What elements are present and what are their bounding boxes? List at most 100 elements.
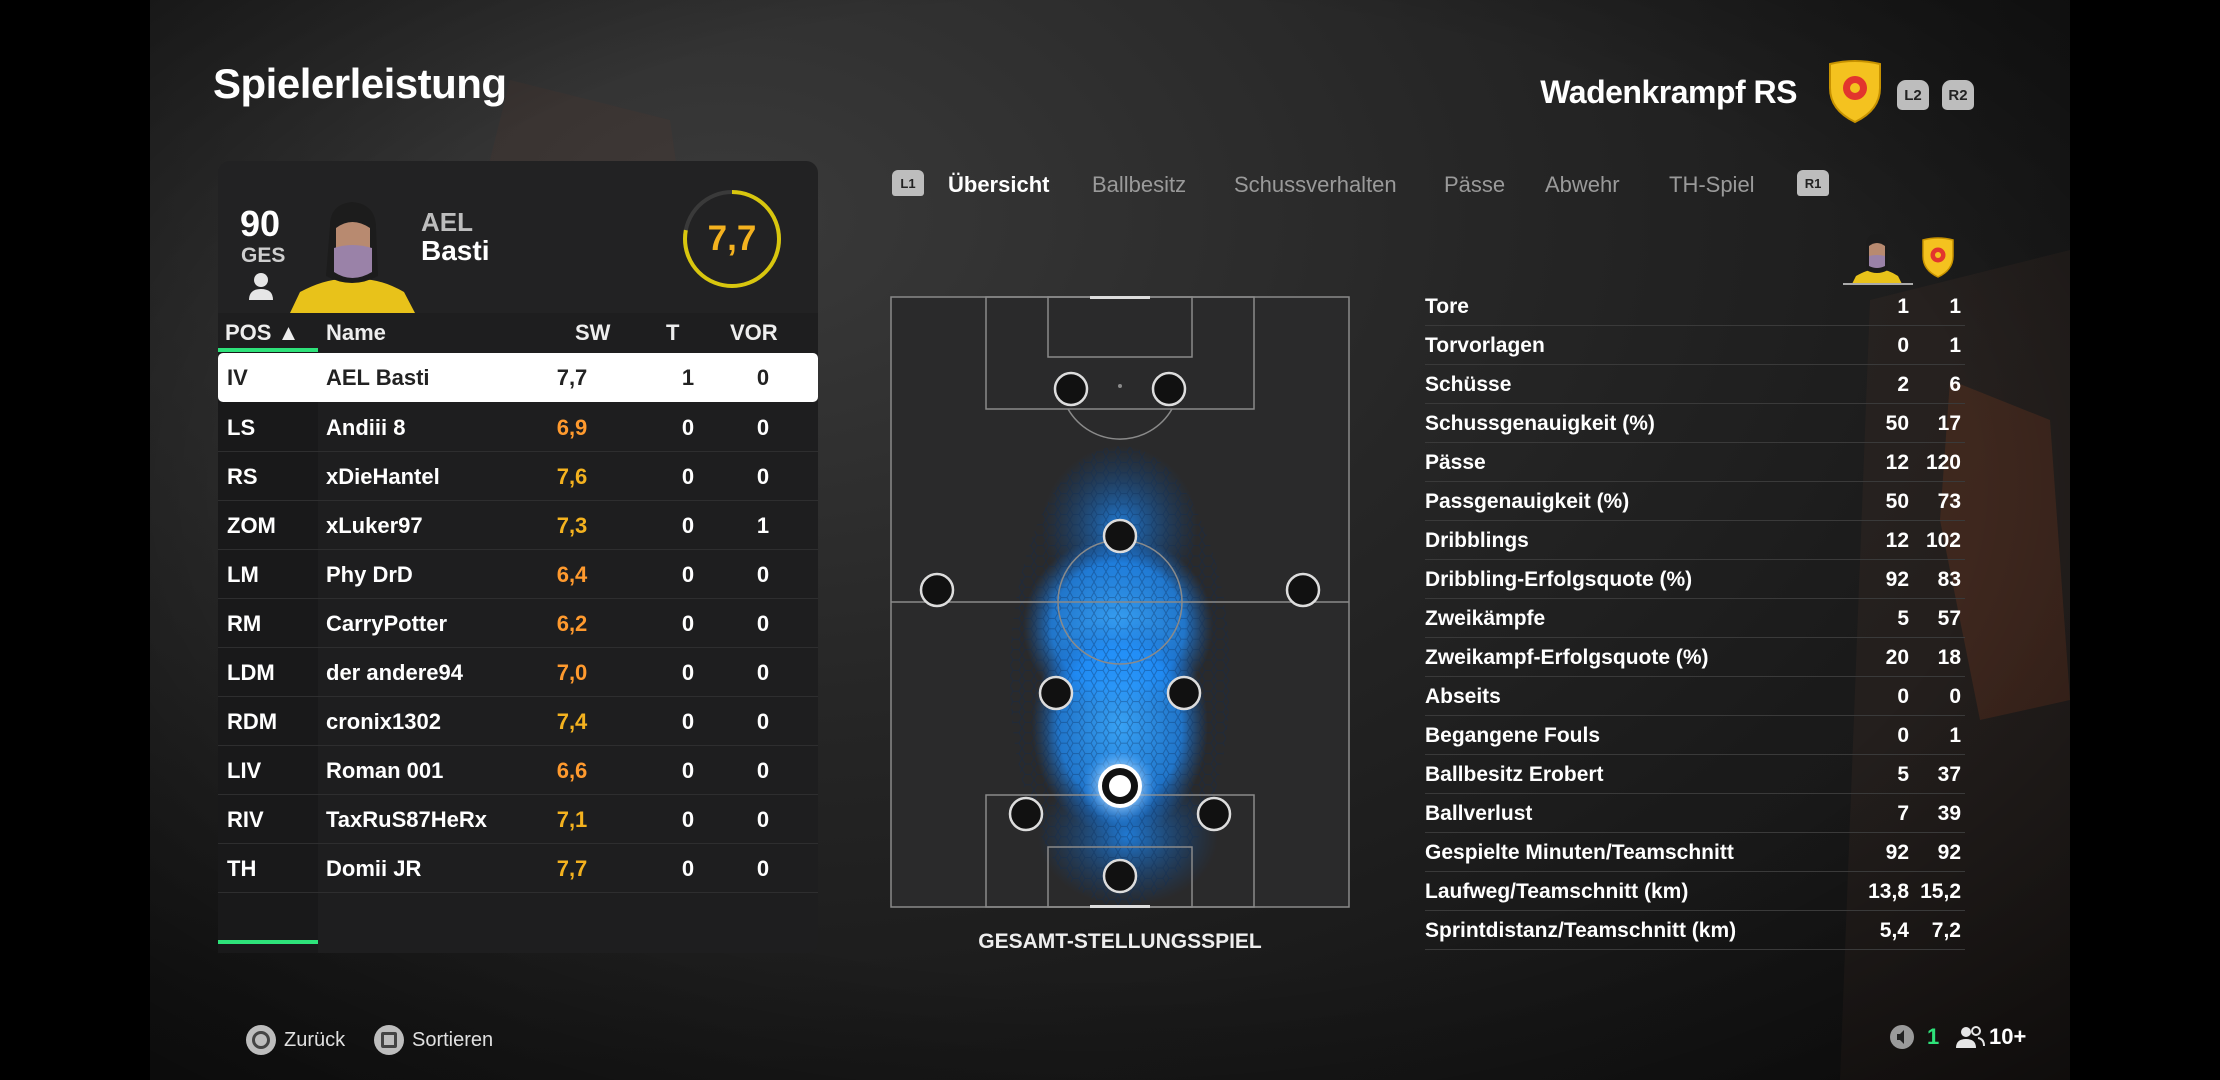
table-row[interactable]: RIV TaxRuS87HeRx 7,1 0 0 (218, 795, 818, 844)
teammate-marker (919, 572, 955, 608)
stat-player-value: 12 (1885, 529, 1909, 552)
pitch-caption: GESAMT-STELLUNGSSPIEL (978, 930, 1262, 953)
stat-team-value: 1 (1949, 334, 1961, 357)
team-crest-icon (1922, 237, 1954, 278)
stat-player-value: 92 (1885, 568, 1909, 591)
opponent-marker (1053, 371, 1089, 407)
r2-button[interactable]: R2 (1942, 80, 1974, 110)
row-pos: LM (227, 562, 259, 587)
stat-row: Tore 1 1 (1425, 287, 1965, 326)
row-vor: 0 (756, 562, 770, 587)
l2-button-label: L2 (1904, 86, 1922, 104)
header-name[interactable]: Name (326, 320, 386, 345)
stat-player-value: 2 (1897, 373, 1909, 396)
table-row[interactable]: LM Phy DrD 6,4 0 0 (218, 550, 818, 599)
row-sw: 6,4 (556, 562, 588, 587)
player-overall: 90 (240, 203, 281, 244)
sort-button[interactable]: Sortieren (374, 1025, 493, 1055)
stat-player-value: 20 (1885, 646, 1909, 669)
party-indicator: 1 (1889, 1024, 1939, 1050)
table-row[interactable]: LDM der andere94 7,0 0 0 (218, 648, 818, 697)
stat-team-value: 18 (1937, 646, 1961, 669)
row-pos: IV (227, 365, 248, 390)
tab-ballbesitz[interactable]: Ballbesitz (1092, 172, 1187, 197)
row-name: xDieHantel (326, 464, 440, 489)
back-button[interactable]: Zurück (246, 1025, 345, 1055)
table-row[interactable]: LS Andiii 8 6,9 0 0 (218, 403, 818, 452)
header-t[interactable]: T (666, 320, 680, 345)
row-vor: 0 (756, 856, 770, 881)
header-pos[interactable]: POS ▲ (225, 320, 300, 345)
club-name: Wadenkrampf RS (1540, 74, 1797, 110)
club-crest-icon (1829, 60, 1881, 124)
row-t: 0 (681, 709, 695, 734)
group-icon (1956, 1026, 1985, 1048)
stat-label: Pässe (1425, 451, 1486, 474)
player-column-underline (1843, 283, 1913, 285)
stat-row: Passgenauigkeit (%) 50 73 (1425, 482, 1965, 521)
tab-uebersicht[interactable]: Übersicht (948, 172, 1050, 197)
row-name: cronix1302 (326, 709, 441, 734)
teammate-marker (1008, 796, 1044, 832)
stat-player-value: 12 (1885, 451, 1909, 474)
stat-player-value: 0 (1897, 334, 1909, 357)
stat-player-value: 7 (1897, 802, 1909, 825)
square-button-icon (374, 1025, 404, 1055)
stat-player-value: 5 (1897, 763, 1909, 786)
l2-button[interactable]: L2 (1897, 80, 1929, 110)
players-indicator: 10+ (1955, 1024, 2026, 1050)
stat-team-value: 6 (1949, 373, 1961, 396)
row-name: AEL Basti (326, 365, 430, 390)
players-count: 10+ (1989, 1024, 2027, 1049)
rating-ring (683, 190, 781, 288)
tab-schussverhalten[interactable]: Schussverhalten (1234, 172, 1397, 197)
header-sw[interactable]: SW (575, 320, 611, 345)
stat-row: Dribbling-Erfolgsquote (%) 92 83 (1425, 560, 1965, 599)
table-row[interactable]: RM CarryPotter 6,2 0 0 (218, 599, 818, 648)
row-name: TaxRuS87HeRx (326, 807, 487, 832)
row-t: 0 (681, 464, 695, 489)
teammate-marker (1285, 572, 1321, 608)
stat-row: Begangene Fouls 0 1 (1425, 716, 1965, 755)
stat-team-value: 120 (1925, 451, 1961, 474)
tab-th-spiel[interactable]: TH-Spiel (1669, 172, 1755, 197)
stat-label: Gespielte Minuten/Teamschnitt (1425, 841, 1734, 864)
row-sw: 7,1 (556, 807, 588, 832)
row-sw: 7,6 (556, 464, 588, 489)
row-t: 0 (681, 807, 695, 832)
table-row[interactable]: RS xDieHantel 7,6 0 0 (218, 452, 818, 501)
stat-team-value: 0 (1949, 685, 1961, 708)
row-pos: RDM (227, 709, 278, 734)
table-row[interactable]: TH Domii JR 7,7 0 0 (218, 844, 818, 893)
stat-team-value: 73 (1937, 490, 1961, 513)
row-sw: 6,6 (556, 758, 588, 783)
stat-team-value: 1 (1949, 724, 1961, 747)
stat-team-value: 37 (1937, 763, 1961, 786)
r1-button[interactable]: R1 (1797, 170, 1829, 196)
stat-player-value: 13,8 (1868, 880, 1909, 903)
row-t: 0 (681, 660, 695, 685)
row-vor: 0 (756, 611, 770, 636)
row-pos: RM (227, 611, 262, 636)
l1-button[interactable]: L1 (892, 170, 924, 196)
tab-abwehr[interactable]: Abwehr (1545, 172, 1620, 197)
player-table (218, 313, 818, 953)
teammate-marker (1166, 675, 1202, 711)
table-row[interactable]: ZOM xLuker97 7,3 0 1 (218, 501, 818, 550)
stat-team-value: 92 (1937, 841, 1961, 864)
row-t: 0 (681, 513, 695, 538)
table-row[interactable]: IV AEL Basti 7,7 1 0 (218, 353, 818, 402)
stat-player-value: 1 (1897, 295, 1909, 318)
teammate-marker (1102, 518, 1138, 554)
stat-label: Abseits (1425, 685, 1501, 708)
table-row[interactable]: RDM cronix1302 7,4 0 0 (218, 697, 818, 746)
row-vor: 1 (756, 513, 770, 538)
header-vor[interactable]: VOR (730, 320, 778, 345)
tab-paesse[interactable]: Pässe (1444, 172, 1506, 197)
stat-label: Zweikämpfe (1425, 607, 1546, 630)
row-pos: ZOM (227, 513, 276, 538)
party-count: 1 (1927, 1024, 1940, 1049)
stat-label: Ballbesitz Erobert (1425, 763, 1604, 786)
table-row[interactable]: LIV Roman 001 6,6 0 0 (218, 746, 818, 795)
player-portrait (290, 202, 415, 313)
